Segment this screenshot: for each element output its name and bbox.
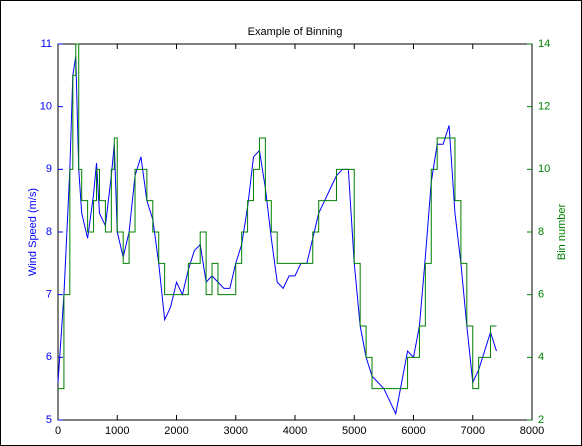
y2-axis-label: Bin number <box>556 204 568 261</box>
plot-area <box>57 43 533 421</box>
x-tick-label: 4000 <box>283 425 307 437</box>
y-tick-label: 8 <box>46 226 52 238</box>
y2-tick-label: 14 <box>538 38 550 50</box>
x-tick-label: 7000 <box>461 425 485 437</box>
y2-tick-label: 6 <box>538 289 544 301</box>
x-tick-label: 0 <box>55 425 61 437</box>
y-tick-label: 11 <box>41 38 52 50</box>
y2-tick-label: 2 <box>538 414 544 426</box>
y-tick-label: 10 <box>40 101 52 113</box>
x-tick-label: 6000 <box>401 425 425 437</box>
x-tick-label: 2000 <box>164 425 188 437</box>
y2-tick-label: 4 <box>538 351 544 363</box>
x-tick-label: 8000 <box>520 425 544 437</box>
y-tick-label: 6 <box>46 351 52 363</box>
x-tick-label: 5000 <box>342 425 366 437</box>
series-line <box>58 43 497 390</box>
y-axis-label: Wind Speed (m/s) <box>27 188 39 276</box>
x-tick-label: 1000 <box>105 425 129 437</box>
y-tick-label: 9 <box>46 163 52 175</box>
y2-tick-label: 12 <box>538 101 550 113</box>
y-tick-label: 7 <box>46 289 52 301</box>
chart-title: Example of Binning <box>248 26 343 38</box>
x-tick-label: 3000 <box>224 425 248 437</box>
y2-tick-label: 10 <box>538 163 550 175</box>
y2-tick-label: 8 <box>538 226 544 238</box>
y-tick-label: 5 <box>46 414 52 426</box>
